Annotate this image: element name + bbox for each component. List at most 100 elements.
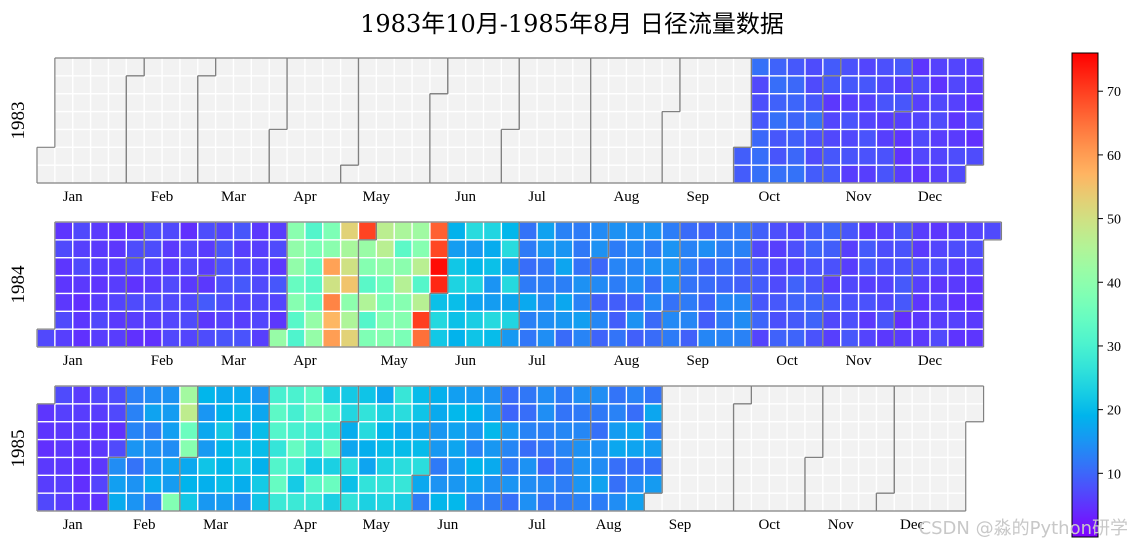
- day-cell: [55, 112, 73, 129]
- day-cell: [662, 94, 680, 111]
- day-cell: [644, 240, 662, 258]
- day-cell: [912, 422, 930, 439]
- day-cell: [769, 130, 787, 147]
- day-cell: [198, 58, 215, 76]
- day-cell: [377, 130, 394, 147]
- day-cell: [894, 440, 912, 457]
- day-cell: [716, 440, 733, 457]
- day-cell: [966, 329, 983, 347]
- day-cell: [234, 112, 251, 129]
- day-cell: [73, 148, 90, 165]
- day-cell: [162, 493, 180, 511]
- day-cell: [198, 240, 215, 258]
- day-cell: [448, 148, 465, 165]
- day-cell: [216, 422, 233, 439]
- day-cell: [752, 58, 769, 76]
- day-cell: [841, 76, 858, 94]
- day-cell: [805, 404, 823, 422]
- day-cell: [948, 458, 966, 475]
- day-cell: [734, 94, 751, 111]
- day-cell: [430, 329, 448, 347]
- day-cell: [537, 258, 555, 275]
- day-cell: [823, 329, 840, 347]
- day-cell: [341, 258, 358, 275]
- day-cell: [859, 476, 876, 493]
- day-cell: [234, 422, 251, 439]
- day-cell: [466, 222, 483, 240]
- month-outline: [875, 385, 985, 512]
- day-cell: [73, 386, 90, 404]
- day-cell: [573, 130, 590, 147]
- day-cell: [323, 458, 340, 475]
- day-cell: [912, 386, 930, 404]
- day-cell: [877, 222, 894, 240]
- day-cell: [537, 222, 555, 240]
- day-cell: [912, 312, 930, 329]
- day-cell: [680, 94, 698, 111]
- day-cell: [627, 458, 644, 475]
- day-cell: [162, 130, 180, 147]
- day-cell: [252, 440, 269, 457]
- day-cell: [377, 440, 394, 457]
- day-cell: [966, 58, 983, 76]
- day-cell: [877, 493, 894, 511]
- day-cell: [341, 148, 358, 165]
- day-cell: [555, 476, 573, 493]
- month-tick-label: Jul: [528, 517, 546, 533]
- day-cell: [734, 312, 751, 329]
- day-cell: [609, 422, 626, 439]
- day-cell: [555, 112, 573, 129]
- day-cell: [680, 112, 698, 129]
- day-cell: [394, 476, 412, 493]
- day-cell: [627, 422, 644, 439]
- day-cell: [269, 240, 287, 258]
- day-cell: [698, 458, 715, 475]
- day-cell: [698, 165, 715, 183]
- day-cell: [859, 458, 876, 475]
- day-cell: [109, 476, 126, 493]
- day-cell: [805, 148, 823, 165]
- day-cell: [823, 422, 840, 439]
- day-cell: [198, 476, 215, 493]
- day-cell: [359, 258, 376, 275]
- month-tick-label: May: [380, 353, 408, 369]
- day-cell: [555, 404, 573, 422]
- day-cell: [180, 76, 198, 94]
- day-cell: [519, 94, 537, 111]
- day-cell: [109, 329, 126, 347]
- day-cell: [341, 294, 358, 311]
- day-cell: [144, 294, 162, 311]
- day-cell: [752, 493, 769, 511]
- day-cell: [287, 493, 305, 511]
- day-cell: [537, 276, 555, 293]
- day-cell: [591, 222, 608, 240]
- day-cell: [144, 240, 162, 258]
- day-cell: [930, 476, 948, 493]
- day-cell: [573, 112, 590, 129]
- day-cell: [91, 440, 108, 457]
- day-cell: [769, 294, 787, 311]
- day-cell: [859, 222, 876, 240]
- day-cell: [644, 94, 662, 111]
- day-cell: [662, 422, 680, 439]
- day-cell: [341, 312, 358, 329]
- day-cell: [341, 112, 358, 129]
- day-cell: [144, 386, 162, 404]
- day-cell: [55, 94, 73, 111]
- day-cell: [537, 94, 555, 111]
- day-cell: [144, 258, 162, 275]
- day-cell: [698, 422, 715, 439]
- day-cell: [287, 329, 305, 347]
- day-cell: [805, 58, 823, 76]
- day-cell: [877, 404, 894, 422]
- day-cell: [180, 312, 198, 329]
- day-cell: [234, 58, 251, 76]
- day-cell: [323, 312, 340, 329]
- day-cell: [769, 329, 787, 347]
- day-cell: [144, 422, 162, 439]
- day-cell: [287, 130, 305, 147]
- day-cell: [841, 493, 858, 511]
- day-cell: [412, 112, 430, 129]
- day-cell: [109, 258, 126, 275]
- day-cell: [519, 386, 537, 404]
